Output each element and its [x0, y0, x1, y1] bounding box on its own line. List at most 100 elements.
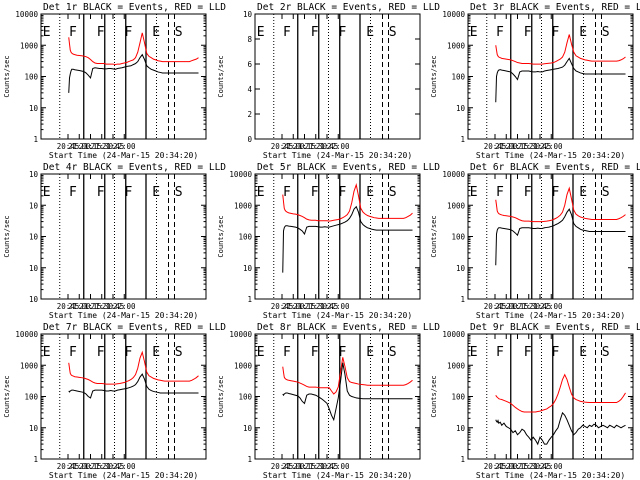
- plot-frame: [467, 173, 634, 300]
- x-tick-label: 21:30: [517, 462, 540, 471]
- panel-title: Det 7r BLACK = Events, RED = LLD: [43, 322, 226, 333]
- x-tick-label: 22:00: [113, 142, 136, 151]
- event-marker-label: E: [152, 345, 160, 360]
- x-tick-label: 21:45: [102, 302, 125, 311]
- event-marker-label: F: [339, 25, 347, 40]
- y-tick-label: 100: [24, 393, 38, 402]
- event-rate-line: [68, 373, 199, 399]
- x-tick-label: 20:45: [484, 302, 507, 311]
- panel-title: Det 9r BLACK = Events, RED = LLD: [470, 322, 640, 333]
- y-tick-label: 1: [460, 455, 465, 464]
- x-tick-label: 20:45: [484, 462, 507, 471]
- x-axis-label: Start Time (24-Mar-15 20:34:20): [263, 471, 412, 480]
- y-tick-label: 8: [247, 35, 252, 44]
- x-tick-label: 20:45: [271, 302, 294, 311]
- y-tick-label: 1: [33, 455, 38, 464]
- y-tick-label: 1: [460, 135, 465, 144]
- event-marker-label: F: [552, 345, 560, 360]
- event-marker-label: E: [43, 345, 51, 360]
- y-axis-label: Counts/sec: [3, 215, 11, 257]
- x-tick-label: 21:30: [304, 462, 327, 471]
- y-tick-label: 1: [33, 135, 38, 144]
- x-tick-label: 21:00: [495, 462, 518, 471]
- y-tick-label: 10: [29, 264, 39, 273]
- event-rate-line: [282, 205, 413, 273]
- event-marker-label: F: [311, 185, 319, 200]
- y-tick-label: 1000: [234, 201, 253, 210]
- panel-det-3: Det 3r BLACK = Events, RED = LLD Counts/s…: [430, 2, 640, 160]
- event-marker-label: F: [496, 345, 504, 360]
- panel-title: Det 3r BLACK = Events, RED = LLD: [470, 2, 640, 13]
- x-tick-label: 21:15: [293, 302, 316, 311]
- event-marker-label: F: [283, 25, 291, 40]
- event-marker-label: E: [257, 345, 265, 360]
- x-tick-label: 21:30: [90, 462, 113, 471]
- event-marker-label: E: [152, 185, 160, 200]
- x-tick-label: 22:00: [540, 142, 563, 151]
- x-axis-label: Start Time (24-Mar-15 20:34:20): [49, 151, 198, 160]
- x-tick-label: 21:45: [529, 302, 552, 311]
- y-axis-label: Counts/sec: [430, 375, 438, 417]
- x-tick-label: 21:30: [517, 142, 540, 151]
- y-tick-label: 10: [243, 424, 253, 433]
- x-tick-label: 21:30: [304, 302, 327, 311]
- event-rate-line: [495, 57, 626, 103]
- event-marker-label: E: [43, 185, 51, 200]
- x-tick-label: 21:00: [68, 462, 91, 471]
- y-tick-label: 10: [29, 201, 39, 210]
- x-axis-label: Start Time (24-Mar-15 20:34:20): [476, 151, 625, 160]
- plot-frame: [40, 13, 207, 140]
- event-marker-label: F: [97, 25, 105, 40]
- event-marker-label: F: [69, 185, 77, 200]
- event-marker-label: S: [389, 345, 397, 360]
- event-marker-label: E: [257, 185, 265, 200]
- x-tick-label: 20:45: [484, 142, 507, 151]
- event-marker-label: F: [524, 185, 532, 200]
- x-tick-label: 21:45: [316, 462, 339, 471]
- event-marker-label: F: [311, 25, 319, 40]
- event-marker-label: F: [339, 345, 347, 360]
- event-marker-label: E: [470, 185, 478, 200]
- event-marker-label: S: [389, 25, 397, 40]
- x-tick-label: 21:00: [495, 142, 518, 151]
- x-tick-label: 21:30: [517, 302, 540, 311]
- panel-title: Det 6r BLACK = Events, RED = LLD: [470, 162, 640, 173]
- x-axis-label: Start Time (24-Mar-15 20:34:20): [49, 471, 198, 480]
- panel-det-6: Det 6r BLACK = Events, RED = LLD Counts/s…: [430, 162, 640, 320]
- event-marker-label: F: [97, 185, 105, 200]
- plot-frame: [467, 333, 634, 460]
- x-tick-label: 22:00: [327, 302, 350, 311]
- plot-frame: [40, 173, 207, 300]
- y-tick-label: 2: [247, 110, 252, 119]
- event-marker-label: S: [602, 185, 610, 200]
- y-tick-label: 10: [456, 104, 466, 113]
- x-axis-label: Start Time (24-Mar-15 20:34:20): [49, 311, 198, 320]
- x-tick-label: 20:45: [57, 462, 80, 471]
- y-tick-label: 10: [456, 424, 466, 433]
- y-tick-label: 10000: [229, 330, 252, 339]
- x-tick-label: 22:00: [327, 142, 350, 151]
- x-tick-label: 20:45: [271, 462, 294, 471]
- event-marker-label: E: [366, 185, 374, 200]
- y-axis-label: Counts/sec: [217, 375, 225, 417]
- x-tick-label: 21:15: [79, 462, 102, 471]
- y-tick-label: 100: [238, 393, 252, 402]
- panel-det-7: Det 7r BLACK = Events, RED = LLD Counts/s…: [3, 322, 226, 480]
- event-rate-line: [282, 362, 413, 422]
- plot-frame: [254, 173, 421, 300]
- panel-det-5: Det 5r BLACK = Events, RED = LLD Counts/s…: [217, 162, 440, 320]
- event-marker-label: F: [552, 25, 560, 40]
- y-tick-label: 1: [460, 295, 465, 304]
- x-axis-label: Start Time (24-Mar-15 20:34:20): [476, 311, 625, 320]
- y-tick-label: 10000: [442, 10, 465, 19]
- x-tick-label: 22:00: [327, 462, 350, 471]
- x-axis-label: Start Time (24-Mar-15 20:34:20): [476, 471, 625, 480]
- y-tick-label: 10: [243, 264, 253, 273]
- lld-rate-line: [68, 32, 199, 66]
- x-tick-label: 21:15: [79, 302, 102, 311]
- event-rate-line: [68, 53, 199, 93]
- panel-title: Det 4r BLACK = Events, RED = LLD: [43, 162, 226, 173]
- x-tick-label: 21:15: [79, 142, 102, 151]
- y-tick-label: 1000: [447, 41, 466, 50]
- event-marker-label: F: [496, 185, 504, 200]
